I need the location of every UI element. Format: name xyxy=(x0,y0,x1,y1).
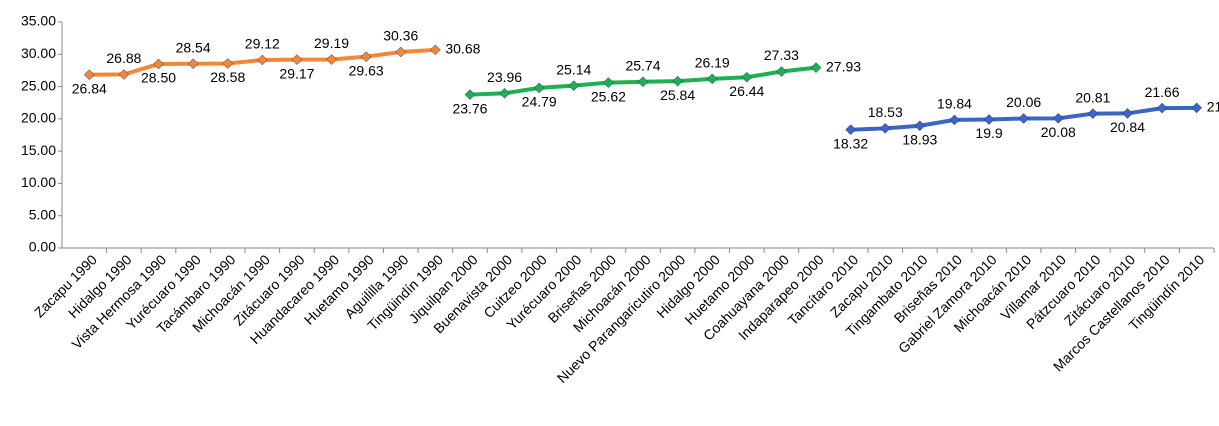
data-label: 20.08 xyxy=(1041,124,1076,140)
data-label: 23.96 xyxy=(487,69,522,85)
point-marker xyxy=(845,124,856,136)
data-label: 29.19 xyxy=(314,35,349,51)
point-marker xyxy=(153,58,164,70)
data-label: 26.19 xyxy=(695,55,730,71)
data-label: 30.68 xyxy=(445,41,480,57)
data-label: 27.33 xyxy=(764,47,799,63)
point-marker xyxy=(741,71,753,83)
point-marker xyxy=(1191,102,1203,114)
data-label: 18.32 xyxy=(833,135,868,151)
point-marker xyxy=(360,51,372,63)
data-label: 20.81 xyxy=(1075,89,1110,105)
point-marker xyxy=(1087,108,1099,119)
data-label: 26.44 xyxy=(729,83,764,99)
data-label: 19.84 xyxy=(937,96,972,112)
point-marker xyxy=(118,69,130,80)
y-tick-label: 25.00 xyxy=(21,77,56,93)
y-tick-label: 10.00 xyxy=(21,174,56,190)
data-label: 24.79 xyxy=(522,94,557,110)
point-marker xyxy=(672,75,683,87)
point-marker xyxy=(568,80,580,92)
point-marker xyxy=(187,58,199,70)
point-marker xyxy=(256,54,268,66)
point-marker xyxy=(1122,108,1133,119)
data-label: 21.66 xyxy=(1145,84,1180,100)
data-label: 27.93 xyxy=(826,58,861,74)
point-marker xyxy=(430,44,441,56)
data-label: 29.63 xyxy=(349,62,384,78)
data-label: 25.74 xyxy=(625,57,660,73)
data-label: 29.12 xyxy=(245,36,280,52)
data-label: 30.36 xyxy=(383,28,418,44)
point-marker xyxy=(499,87,510,99)
y-tick-label: 5.00 xyxy=(29,206,56,222)
data-label: 23.76 xyxy=(452,100,487,116)
point-marker xyxy=(603,77,614,88)
point-marker xyxy=(1018,113,1030,124)
data-label: 18.93 xyxy=(902,131,937,147)
data-label: 28.50 xyxy=(141,70,176,86)
point-marker xyxy=(914,120,926,132)
point-marker xyxy=(949,114,960,126)
y-tick-label: 30.00 xyxy=(21,45,56,61)
point-marker xyxy=(706,73,718,85)
point-marker xyxy=(776,66,787,77)
data-label: 18.53 xyxy=(868,104,903,120)
data-label: 28.58 xyxy=(210,69,245,85)
point-marker xyxy=(533,82,545,94)
point-marker xyxy=(983,114,995,125)
y-tick-label: 15.00 xyxy=(21,142,56,158)
point-marker xyxy=(810,62,822,74)
point-marker xyxy=(637,76,649,88)
point-marker xyxy=(464,89,476,100)
point-marker xyxy=(222,58,234,69)
data-label: 21.7 xyxy=(1207,99,1219,115)
point-marker xyxy=(291,54,303,65)
data-label: 25.84 xyxy=(660,87,695,103)
data-label: 25.62 xyxy=(591,88,626,104)
data-label: 28.54 xyxy=(176,39,211,55)
data-label: 19.9 xyxy=(975,125,1002,141)
point-marker xyxy=(326,54,337,65)
data-label: 25.14 xyxy=(556,61,591,77)
data-label: 29.17 xyxy=(279,65,314,81)
y-tick-label: 0.00 xyxy=(29,239,56,255)
point-marker xyxy=(1156,102,1168,114)
y-tick-label: 20.00 xyxy=(21,110,56,126)
point-marker xyxy=(1052,112,1064,124)
data-label: 26.88 xyxy=(106,50,141,66)
point-marker xyxy=(879,122,891,134)
data-label: 26.84 xyxy=(72,80,107,96)
point-marker xyxy=(83,69,95,81)
data-label: 20.06 xyxy=(1006,94,1041,110)
data-label: 20.84 xyxy=(1110,119,1145,135)
y-tick-label: 35.00 xyxy=(21,13,56,29)
point-marker xyxy=(395,46,407,58)
